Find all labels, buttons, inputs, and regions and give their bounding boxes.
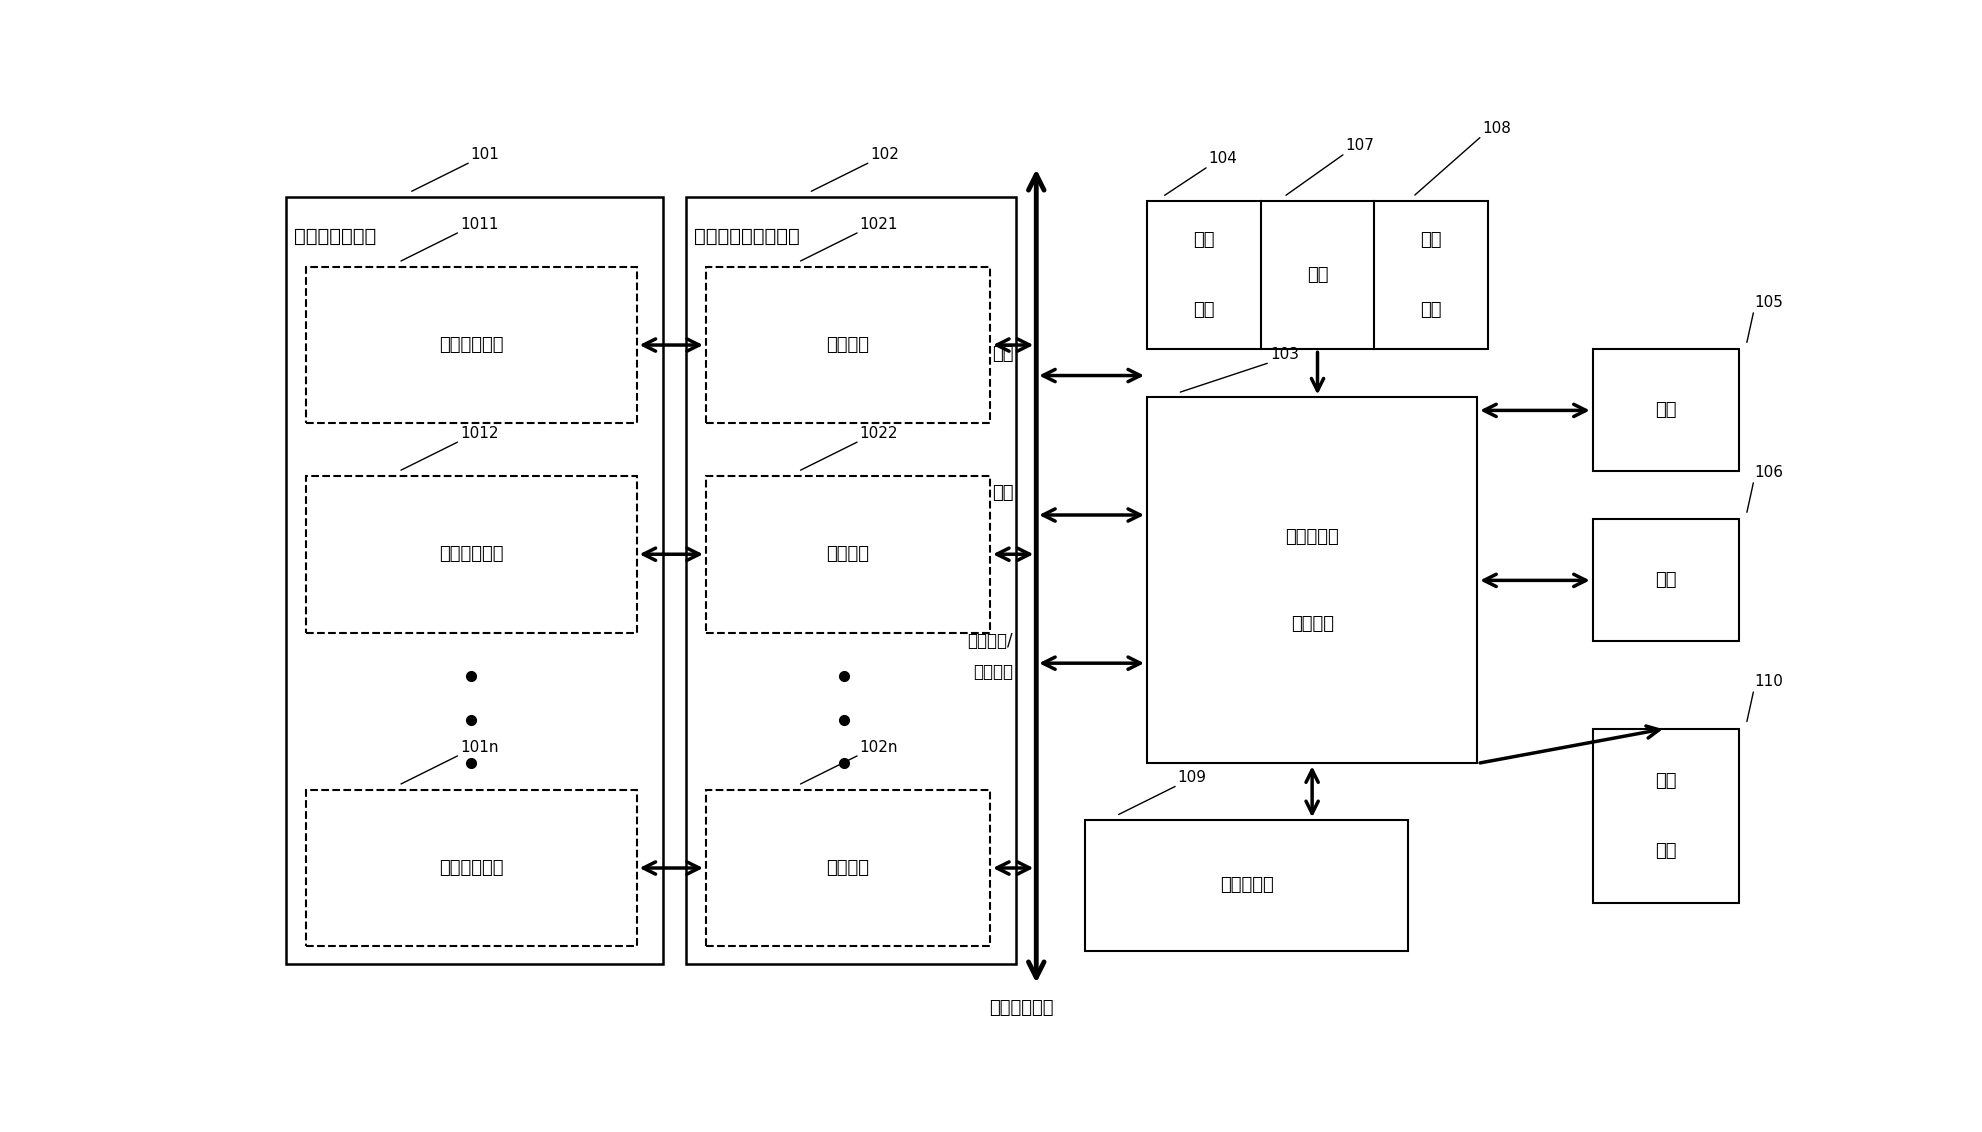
Text: 102n: 102n	[858, 739, 898, 755]
Text: 103: 103	[1268, 348, 1298, 362]
Bar	[706, 266, 989, 423]
Text: 101: 101	[470, 147, 499, 162]
Text: 复位: 复位	[1306, 266, 1328, 284]
Bar	[305, 266, 636, 423]
Text: 射频收发单元: 射频收发单元	[438, 336, 503, 354]
Text: 108: 108	[1481, 121, 1510, 136]
Text: 微控制器: 微控制器	[826, 859, 868, 877]
Text: 104: 104	[1207, 152, 1237, 166]
Bar	[706, 790, 989, 946]
Text: 1022: 1022	[858, 426, 898, 440]
Bar	[706, 475, 989, 633]
Text: 普通输入/: 普通输入/	[967, 633, 1013, 651]
Text: 烧写: 烧写	[1419, 301, 1441, 319]
Text: 存储: 存储	[1655, 402, 1675, 420]
Bar	[686, 197, 1015, 964]
Text: 101n: 101n	[460, 739, 497, 755]
Bar	[285, 197, 662, 964]
Text: 微控制器: 微控制器	[826, 546, 868, 564]
Text: 射频收发单元: 射频收发单元	[438, 859, 503, 877]
Bar	[1084, 820, 1407, 951]
Bar	[305, 475, 636, 633]
Text: 1021: 1021	[858, 216, 898, 232]
Text: 1012: 1012	[460, 426, 497, 440]
Text: 主动: 主动	[991, 345, 1013, 362]
Text: 外围: 外围	[1655, 841, 1675, 859]
Text: 主微控制器: 主微控制器	[1284, 528, 1338, 546]
Text: 显示: 显示	[1655, 572, 1675, 590]
Bar	[1592, 729, 1738, 903]
Bar	[1592, 350, 1738, 471]
Text: 105: 105	[1752, 295, 1782, 310]
Text: 控制单元: 控制单元	[1290, 615, 1334, 633]
Bar	[1146, 397, 1477, 763]
Text: 109: 109	[1177, 770, 1205, 786]
Text: 稳压: 稳压	[1193, 231, 1213, 249]
Text: 102: 102	[870, 147, 898, 162]
Text: 射频收发单元: 射频收发单元	[438, 546, 503, 564]
Bar	[305, 790, 636, 946]
Text: 输出引脚: 输出引脚	[973, 663, 1013, 681]
Text: 106: 106	[1752, 465, 1782, 480]
Bar	[1146, 201, 1486, 350]
Text: 串行接口总线: 串行接口总线	[989, 998, 1052, 1017]
Text: 射频收发单元组: 射频收发单元组	[293, 228, 377, 247]
Text: 其它: 其它	[1655, 772, 1675, 790]
Text: 107: 107	[1344, 138, 1374, 153]
Text: 1011: 1011	[460, 216, 497, 232]
Text: 被动: 被动	[991, 484, 1013, 503]
Text: 110: 110	[1752, 675, 1782, 689]
Text: 电源: 电源	[1193, 301, 1213, 319]
Text: 程序: 程序	[1419, 231, 1441, 249]
Text: 微控制器控制单元组: 微控制器控制单元组	[694, 228, 799, 247]
Text: 微控制器: 微控制器	[826, 336, 868, 354]
Text: 上位机接口: 上位机接口	[1219, 876, 1272, 894]
Bar	[1592, 520, 1738, 642]
